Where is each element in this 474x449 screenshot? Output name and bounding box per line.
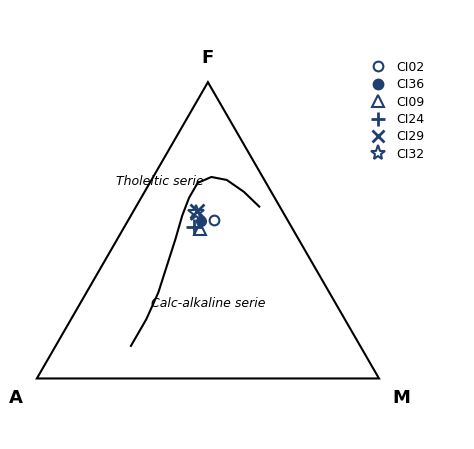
Text: Calc-alkaline serie: Calc-alkaline serie	[151, 297, 265, 310]
Text: M: M	[392, 389, 410, 407]
Legend: CI02, CI36, CI09, CI24, CI29, CI32: CI02, CI36, CI09, CI24, CI29, CI32	[362, 57, 428, 164]
Text: A: A	[9, 389, 23, 407]
Text: Tholeitic serie: Tholeitic serie	[116, 175, 204, 188]
Text: F: F	[202, 49, 214, 67]
